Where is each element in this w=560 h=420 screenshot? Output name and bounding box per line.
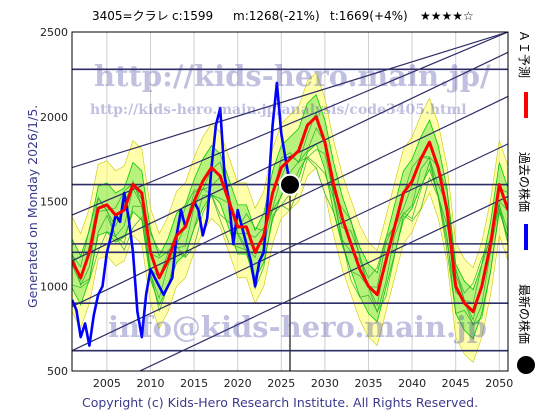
legend-past-label: 過去の株価 <box>517 152 532 212</box>
legend-latest-marker <box>517 356 535 374</box>
legend-ai-label: ＡＩ予測 <box>517 30 531 78</box>
forecast-trace-line <box>72 149 508 321</box>
x-tick-label: 2050 <box>485 377 513 390</box>
latest-price-marker <box>279 173 301 196</box>
forecast-range-band <box>72 72 508 364</box>
channel-line <box>72 51 508 262</box>
ticker-label: 3405=クラレ <box>92 9 169 23</box>
y-tick-label: 500 <box>47 365 68 378</box>
legend-latest-label: 最新の株価 <box>517 284 532 344</box>
x-tick-label: 2010 <box>136 377 164 390</box>
past-price-line <box>72 81 292 347</box>
x-tick-label: 2040 <box>398 377 426 390</box>
y-tick-label: 1500 <box>40 196 68 209</box>
x-tick-label: 2020 <box>224 377 252 390</box>
plot-border <box>71 31 509 372</box>
generated-label: Generated on Monday 2026/1/5. <box>25 105 40 308</box>
mean-price-label: m:1268(-21%) <box>233 9 320 23</box>
channel-line <box>72 32 508 169</box>
channel-line <box>72 32 508 216</box>
x-tick-label: 2015 <box>180 377 208 390</box>
rating-stars: ★★★★☆ <box>420 9 474 23</box>
target-price-label: t:1669(+4%) <box>330 9 408 23</box>
y-tick-label: 2000 <box>40 111 68 124</box>
watermark-url: http://kids-hero.main.jp/ <box>94 59 491 93</box>
x-tick-label: 2035 <box>354 377 382 390</box>
x-tick-label: 2045 <box>442 377 470 390</box>
x-tick-label: 2030 <box>311 377 339 390</box>
x-tick-label: 2025 <box>267 377 295 390</box>
y-tick-label: 2500 <box>40 26 68 39</box>
current-price-label: c:1599 <box>172 9 213 23</box>
x-tick-label: 2005 <box>93 377 121 390</box>
copyright-notice: Copyright (c) Kids-Hero Research Institu… <box>82 395 478 410</box>
y-tick-label: 1000 <box>40 280 68 293</box>
watermark-email: info@kids-hero.main.jp <box>108 310 487 344</box>
watermark-page-url: http://kids-hero.main.jp/analysis/code34… <box>90 102 467 118</box>
ai-forecast-line <box>72 115 508 314</box>
